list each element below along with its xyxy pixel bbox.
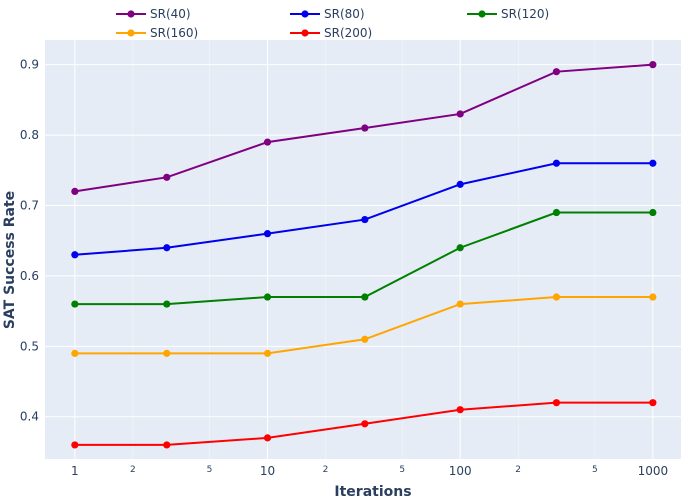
series: [71, 399, 657, 449]
legend-label: SR(200): [324, 26, 372, 40]
data-point: [163, 244, 171, 252]
legend-swatch-marker: [127, 10, 135, 18]
legend-item[interactable]: SR(120): [467, 7, 549, 21]
data-point: [552, 68, 561, 76]
x-minor-tick-label: 2: [323, 465, 329, 475]
data-point: [361, 420, 369, 428]
legend-item[interactable]: SR(160): [116, 26, 198, 40]
data-point: [649, 293, 657, 301]
data-point: [649, 159, 657, 167]
y-tick-label: 0.9: [20, 58, 39, 72]
data-point: [163, 349, 171, 357]
series: [71, 159, 657, 259]
legend-item[interactable]: SR(200): [290, 26, 372, 40]
data-point: [263, 434, 272, 442]
x-minor-tick-label: 2: [515, 465, 521, 475]
x-minor-tick-label: 5: [592, 465, 598, 475]
data-point: [71, 187, 79, 196]
legend-item[interactable]: SR(40): [116, 7, 191, 21]
legend-label: SR(160): [150, 26, 198, 40]
y-tick-label: 0.5: [20, 339, 39, 353]
data-point: [361, 215, 369, 224]
data-point: [552, 293, 561, 301]
x-minor-tick-label: 2: [130, 465, 136, 475]
x-tick-label: 1000: [638, 464, 669, 478]
data-point: [361, 335, 369, 343]
y-tick-label: 0.8: [20, 128, 39, 142]
data-point: [71, 300, 79, 308]
x-tick-label: 100: [449, 464, 472, 478]
series: [71, 293, 657, 357]
data-point: [163, 173, 171, 181]
data-point: [456, 300, 464, 308]
x-tick-label: 1: [71, 464, 79, 478]
legend-label: SR(120): [501, 7, 549, 21]
data-point: [456, 180, 464, 188]
y-tick-label: 0.4: [20, 410, 39, 424]
data-point: [649, 399, 657, 407]
x-minor-tick-label: 5: [399, 465, 405, 475]
data-point: [649, 61, 657, 69]
legend-label: SR(40): [150, 7, 191, 21]
y-tick-label: 0.7: [20, 198, 39, 212]
data-point: [552, 208, 561, 217]
data-point: [163, 300, 171, 308]
series: [71, 208, 657, 308]
data-point: [456, 110, 464, 118]
data-point: [361, 124, 369, 132]
legend-swatch-marker: [127, 29, 135, 37]
grid: [45, 40, 681, 459]
data-point: [71, 251, 79, 259]
legend: SR(40) SR(80) SR(120) SR(160) SR(200): [116, 7, 549, 40]
legend-label: SR(80): [324, 7, 365, 21]
legend-swatch-marker: [301, 10, 309, 18]
data-point: [71, 441, 79, 449]
data-point: [263, 138, 272, 146]
legend-swatch-marker: [478, 10, 486, 18]
data-point: [71, 349, 79, 357]
data-point: [552, 399, 561, 407]
data-point: [456, 244, 464, 252]
series: [71, 61, 657, 196]
legend-swatch-marker: [301, 29, 309, 37]
series-layer: [71, 61, 657, 449]
data-point: [263, 293, 272, 301]
x-axis-title: Iterations: [334, 484, 411, 500]
data-point: [263, 230, 272, 238]
legend-item[interactable]: SR(80): [290, 7, 365, 21]
x-minor-tick-label: 5: [207, 465, 213, 475]
data-point: [552, 159, 561, 167]
tick-labels: 2 5 2 5 2 5 1 10 100 1000 0.4 0.5 0.6 0.7 0.8 0.9: [20, 58, 668, 478]
data-point: [649, 208, 657, 217]
y-tick-label: 0.6: [20, 269, 39, 283]
data-point: [361, 293, 369, 301]
x-tick-label: 10: [260, 464, 275, 478]
data-point: [456, 406, 464, 414]
y-axis-title: SAT Success Rate: [2, 191, 18, 329]
data-point: [263, 349, 272, 357]
data-point: [163, 441, 171, 449]
